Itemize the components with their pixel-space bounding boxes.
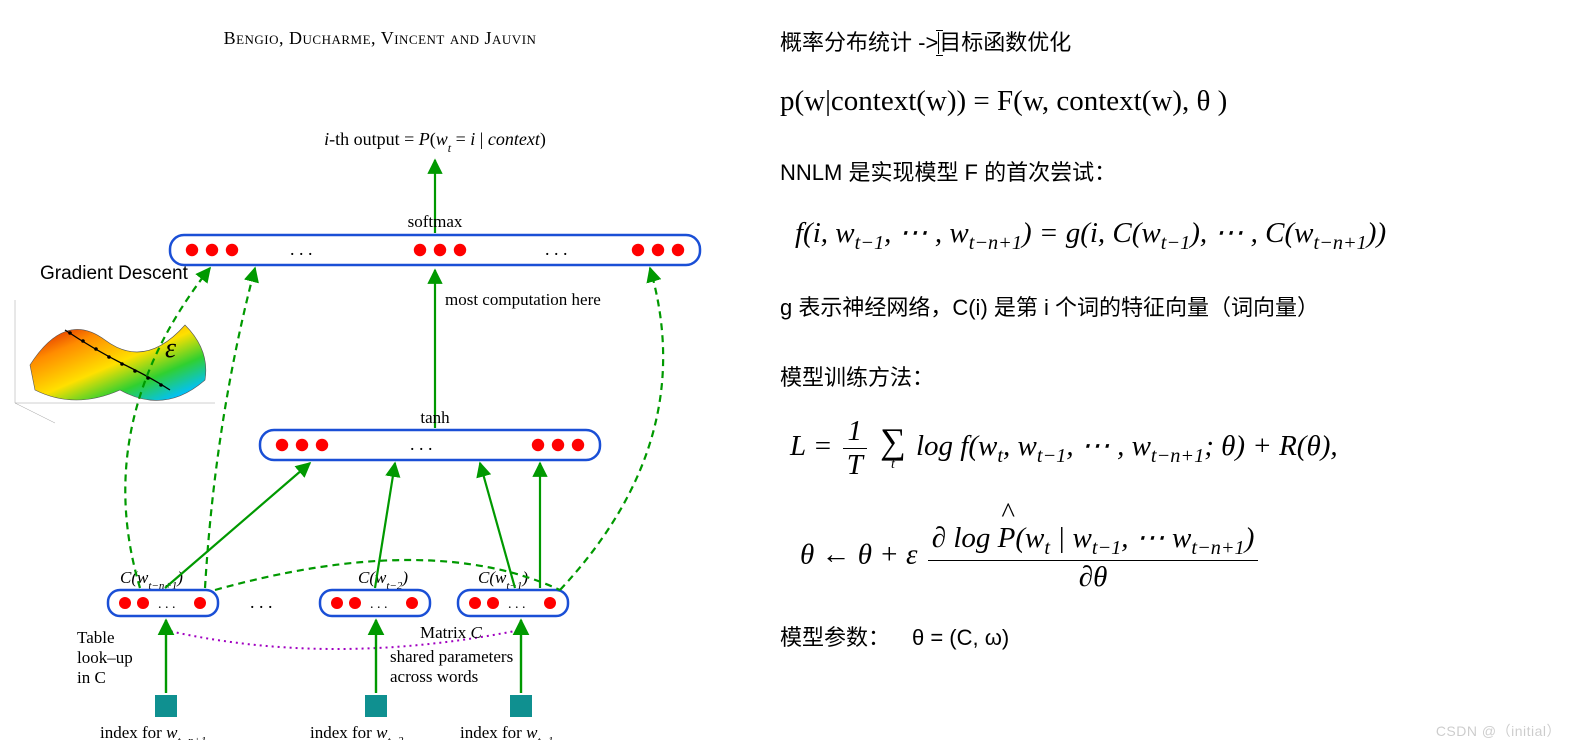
svg-text:index for wt−2: index for wt−2 — [310, 723, 404, 740]
projection-group-1: C(wt−2) . . . — [320, 568, 430, 616]
svg-text:. . .: . . . — [410, 434, 433, 454]
most-computation-label: most computation here — [445, 290, 601, 309]
table-lookup-3: in C — [77, 668, 106, 687]
svg-text:. . .: . . . — [370, 597, 388, 612]
right-panel: 概率分布统计 ->目标函数优化 p(w|context(w)) = F(w, c… — [780, 0, 1550, 746]
svg-text:C(wt−2): C(wt−2) — [358, 568, 408, 592]
eq-update-den: ∂θ — [928, 561, 1259, 594]
left-panel: Bengio, Ducharme, Vincent and Jauvin Gra… — [0, 0, 760, 746]
ellipsis-projection: . . . — [250, 592, 273, 612]
output-layer-dots: . . . . . . — [186, 239, 684, 259]
heading-line: 概率分布统计 ->目标函数优化 — [780, 25, 1071, 57]
params-line: 模型参数： θ = (C, ω) — [780, 620, 1009, 652]
eq-update-pre: θ ← θ + ε — [800, 539, 925, 571]
heading-text-2: 目标函数优化 — [939, 30, 1071, 55]
input-box-1 — [365, 695, 387, 717]
page-root: Bengio, Ducharme, Vincent and Jauvin Gra… — [0, 0, 1571, 746]
projection-group-0: C(wt−n+1) . . . — [108, 568, 218, 616]
matrix-c-label: Matrix C — [420, 623, 483, 642]
table-lookup-1: Table — [77, 628, 115, 647]
watermark: CSDN @（initial） — [1436, 721, 1561, 741]
eq-p-context: p(w|context(w)) = F(w, context(w), θ ) — [780, 85, 1227, 118]
input-box-2 — [510, 695, 532, 717]
eq-loss-pre: L = — [790, 430, 840, 462]
eq-loss-frac-den: T — [843, 449, 867, 482]
eq-loss-frac-num: 1 — [843, 415, 867, 449]
shared-params-label-1: shared parameters — [390, 647, 513, 666]
nnlm-diagram: i-th output = P(wt = i | context) softma… — [0, 60, 760, 740]
hidden-layer-dots: . . . — [276, 434, 584, 454]
svg-text:C(wt−1): C(wt−1) — [478, 568, 528, 592]
svg-text:. . .: . . . — [290, 239, 313, 259]
eq-f: f(i, wt−1, ⋯ , wt−n+1) = g(i, C(wt−1), ⋯… — [795, 215, 1386, 255]
text-caret-icon — [938, 32, 939, 54]
input-box-0 — [155, 695, 177, 717]
svg-text:index for wt−1: index for wt−1 — [460, 723, 553, 740]
eq-update: θ ← θ + ε ∂ log ^P(wt | wt−1, ⋯ wt−n+1) … — [800, 520, 1261, 594]
train-heading: 模型训练方法： — [780, 360, 934, 392]
svg-text:i-th output = P(wt = i | conte: i-th output = P(wt = i | context) — [324, 129, 546, 155]
svg-text:. . .: . . . — [158, 597, 176, 612]
svg-text:index for wt−n+1: index for wt−n+1 — [100, 723, 206, 740]
eq-loss: L = 1 T ∑ t log f(wt, wt−1, ⋯ , wt−n+1; … — [790, 415, 1338, 482]
svg-text:. . .: . . . — [545, 239, 568, 259]
g-line: g 表示神经网络，C(i) 是第 i 个词的特征向量（词向量） — [780, 290, 1319, 322]
shared-params-label-2: across words — [390, 667, 478, 686]
table-lookup-2: look–up — [77, 648, 133, 667]
nnlm-line: NNLM 是实现模型 F 的首次尝试： — [780, 155, 1116, 187]
softmax-label: softmax — [408, 212, 463, 231]
projection-group-2: C(wt−1) . . . — [458, 568, 568, 616]
svg-text:. . .: . . . — [508, 597, 526, 612]
heading-text-1: 概率分布统计 -> — [780, 30, 938, 55]
authors-line: Bengio, Ducharme, Vincent and Jauvin — [0, 28, 760, 49]
tanh-label: tanh — [420, 408, 450, 427]
